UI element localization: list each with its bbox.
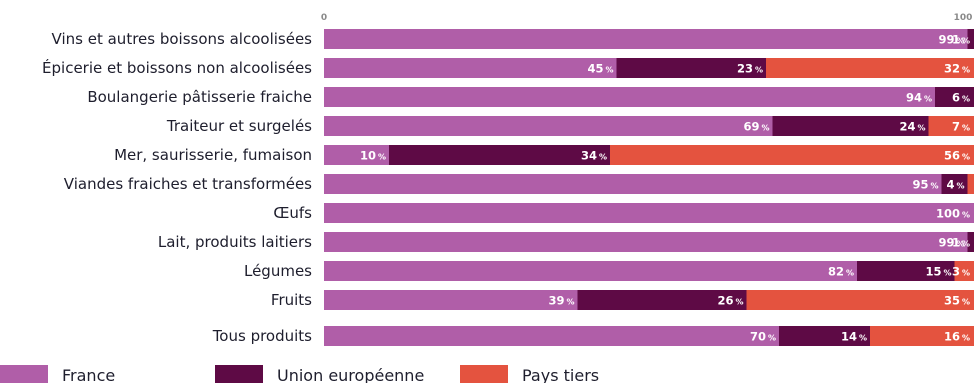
category-label: Boulangerie pâtisserie fraiche [87, 88, 312, 106]
bar-segment [324, 87, 935, 107]
category-labels: Vins et autres boissons alcoolisées Épice… [42, 30, 312, 345]
bar-segment [577, 290, 747, 310]
category-label: Légumes [244, 262, 312, 280]
legend-label: Pays tiers [522, 366, 599, 383]
data-label: 100% [936, 207, 970, 221]
legend-swatch [215, 365, 263, 383]
data-label: 82% [828, 265, 854, 279]
legend-swatch [0, 365, 48, 383]
bar-segment [324, 326, 779, 346]
data-label: 26% [717, 294, 743, 308]
bar-segment [779, 326, 870, 346]
data-label: 99% [938, 33, 964, 47]
bar-segment [324, 116, 773, 136]
data-label: 16% [944, 330, 970, 344]
category-label: Viandes fraiches et transformées [64, 175, 312, 193]
bar-segment [324, 203, 974, 223]
bar-segment [967, 232, 974, 252]
data-label: 95% [912, 178, 938, 192]
category-label: Lait, produits laitiers [158, 233, 312, 251]
bar-segment [324, 145, 389, 165]
legend-label: Union européenne [277, 366, 424, 383]
legend-swatch [460, 365, 508, 383]
category-label: Fruits [271, 291, 312, 309]
category-label: Épicerie et boissons non alcoolisées [42, 58, 312, 77]
data-label: 1% [952, 236, 970, 250]
data-label: 70% [750, 330, 776, 344]
category-label: Mer, saurisserie, fumaison [114, 146, 312, 164]
data-label: 24% [899, 120, 925, 134]
data-label: 35% [944, 294, 970, 308]
data-label: 10% [360, 149, 386, 163]
bars: 99 %1 %45% 23% 32 %94% 6 %69% 24% 7 %10% 34% 56 %95% 4… [324, 29, 974, 346]
data-label: 45% [587, 62, 613, 76]
legend: France Union européenne Pays tiers [0, 365, 599, 383]
data-label: 94% [906, 91, 932, 105]
bar-segment [967, 174, 974, 194]
bar-segment [324, 29, 968, 49]
data-label: 34% [581, 149, 607, 163]
category-label: Traiteur et surgelés [166, 117, 312, 135]
x-tick-label: 0 [321, 13, 327, 23]
bar-segment [324, 58, 617, 78]
bar-segment [870, 326, 974, 346]
bar-segment [766, 58, 974, 78]
data-label: 7% [952, 120, 970, 134]
data-label: 14% [841, 330, 867, 344]
legend-label: France [62, 366, 115, 383]
bar-segment [389, 145, 610, 165]
bar-segment [610, 145, 974, 165]
category-label: Œufs [273, 204, 312, 222]
category-label: Tous produits [212, 327, 312, 345]
data-label: 1% [952, 33, 970, 47]
bar-segment [324, 290, 578, 310]
bar-segment [616, 58, 766, 78]
category-label: Vins et autres boissons alcoolisées [52, 30, 313, 48]
data-label: 23% [737, 62, 763, 76]
data-label: 69% [743, 120, 769, 134]
data-label: 15% [925, 265, 951, 279]
bar-segment [324, 174, 942, 194]
bar-segment [746, 290, 974, 310]
data-label: 4% [946, 178, 964, 192]
bar-segment [935, 87, 974, 107]
bar-segment [324, 232, 968, 252]
bar-segment [324, 261, 857, 281]
x-axis-ticks: 0 100 [321, 13, 973, 23]
bar-segment [772, 116, 929, 136]
data-label: 32% [944, 62, 970, 76]
data-label: 3% [952, 265, 970, 279]
bar-segment [928, 116, 974, 136]
data-label: 6% [952, 91, 970, 105]
data-label: 56% [944, 149, 970, 163]
bar-segment [857, 261, 955, 281]
bar-segment [954, 261, 974, 281]
data-label: 39% [548, 294, 574, 308]
bar-segment [941, 174, 968, 194]
bar-segment [967, 29, 974, 49]
data-label: 99% [938, 236, 964, 250]
x-tick-label: 100 [954, 13, 973, 23]
